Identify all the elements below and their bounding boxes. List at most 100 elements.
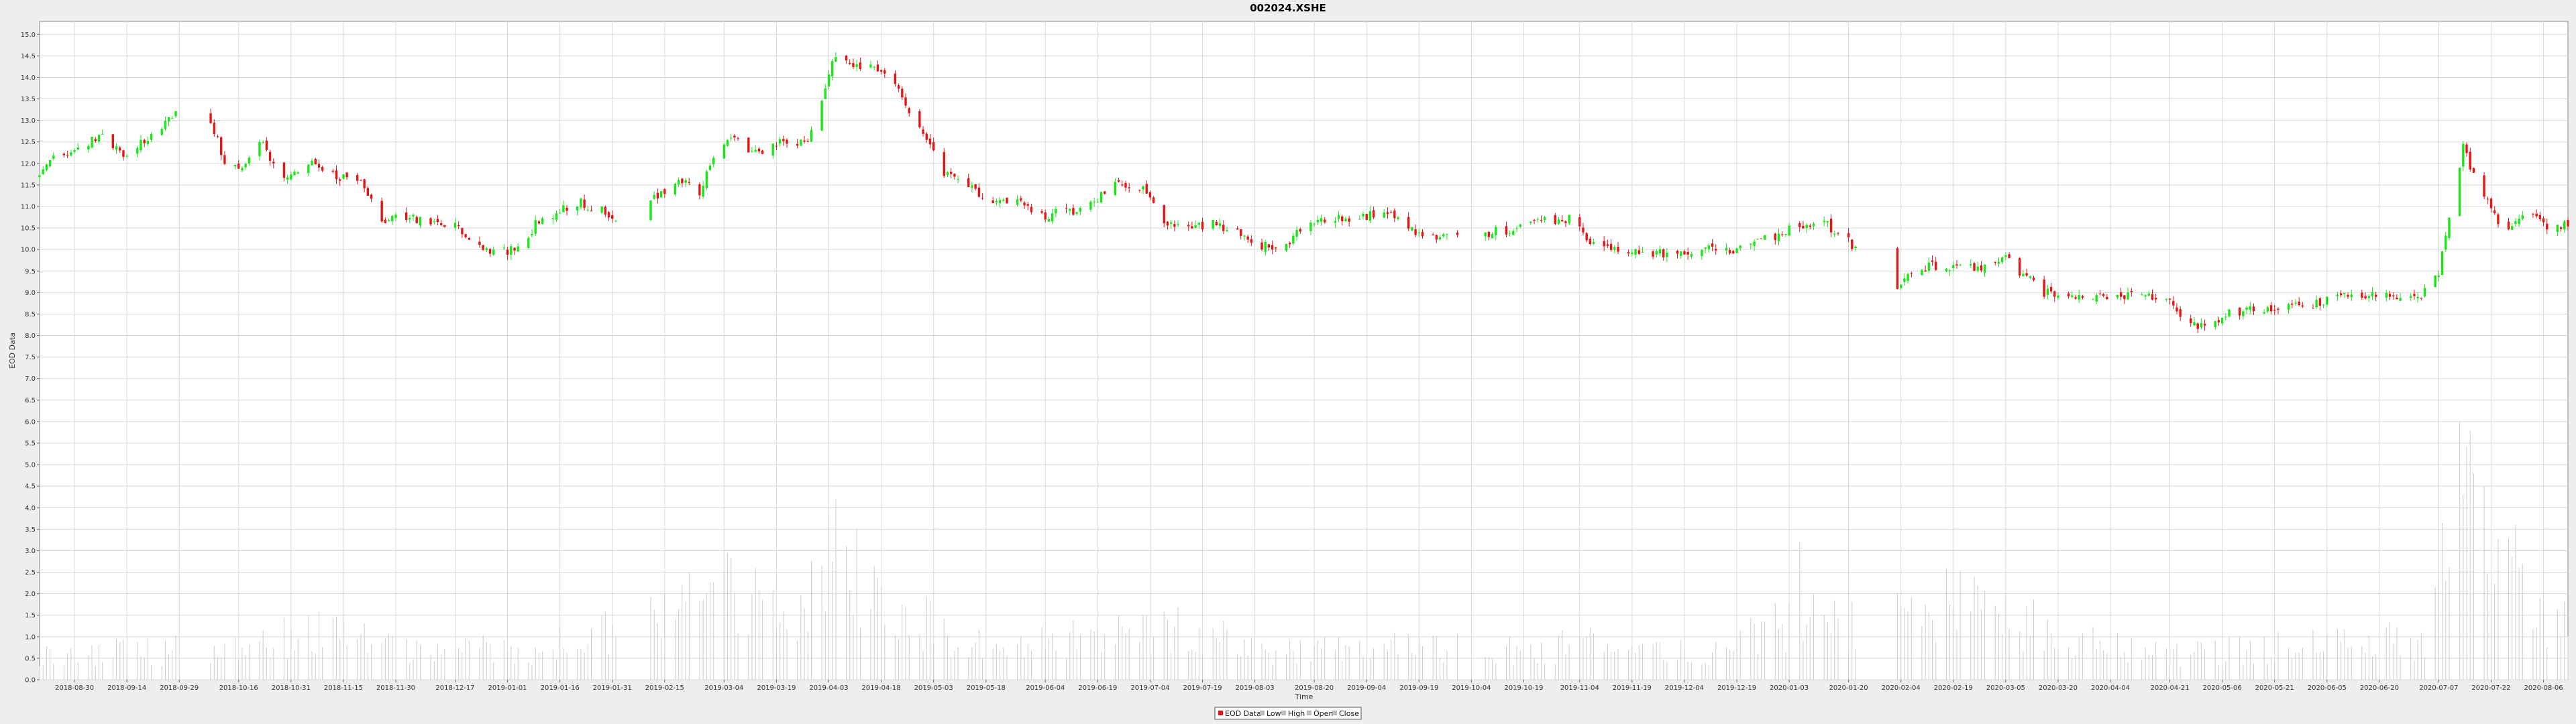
candle-body bbox=[1456, 232, 1459, 235]
candle-body bbox=[1250, 239, 1253, 243]
candle-body bbox=[1075, 212, 1078, 214]
legend-entry: Open bbox=[1313, 709, 1333, 718]
candle-body bbox=[820, 101, 823, 131]
candle-body bbox=[1603, 241, 1605, 247]
x-tick-label: 2019-11-04 bbox=[1560, 684, 1599, 692]
candle-body bbox=[1955, 264, 1958, 266]
candle-body bbox=[656, 192, 659, 199]
candle-body bbox=[2489, 198, 2493, 208]
candle-body bbox=[2144, 295, 2147, 297]
candle-body bbox=[2071, 295, 2074, 298]
candle-body bbox=[1973, 263, 1976, 271]
candle-body bbox=[757, 148, 761, 152]
candle-body bbox=[1903, 278, 1906, 282]
candle-body bbox=[2102, 294, 2105, 296]
candle-body bbox=[824, 88, 826, 99]
candle-body bbox=[97, 135, 101, 142]
candle-body bbox=[1784, 234, 1787, 235]
candle-body bbox=[1089, 201, 1092, 210]
candle-body bbox=[2214, 321, 2216, 327]
candle-body bbox=[943, 152, 945, 176]
candle-body bbox=[2367, 296, 2370, 298]
candle-body bbox=[1324, 219, 1326, 223]
candle-body bbox=[1316, 219, 1320, 223]
candle-body bbox=[1152, 197, 1155, 203]
candle-body bbox=[2217, 320, 2220, 322]
candle-body bbox=[1173, 224, 1176, 227]
candle-body bbox=[1536, 219, 1539, 221]
y-tick-label: 0.0 bbox=[25, 677, 36, 684]
grid-lines bbox=[40, 21, 2568, 680]
candle-body bbox=[2119, 292, 2123, 297]
candle-body bbox=[1142, 186, 1144, 190]
candle-body bbox=[733, 135, 736, 137]
candle-body bbox=[583, 199, 586, 208]
candle-body bbox=[394, 215, 397, 219]
candle-body bbox=[1438, 237, 1442, 240]
legend-entry: EOD Data bbox=[1225, 709, 1261, 718]
candle-body bbox=[1847, 233, 1850, 238]
candle-body bbox=[1592, 242, 1595, 244]
candle-body bbox=[1680, 251, 1682, 256]
candle-body bbox=[2238, 307, 2241, 316]
x-tick-label: 2019-06-04 bbox=[1026, 684, 1065, 692]
candle-body bbox=[2567, 220, 2569, 227]
candle-body bbox=[1557, 219, 1560, 224]
candle-body bbox=[1585, 233, 1588, 241]
legend-swatch bbox=[1218, 711, 1223, 715]
candle-body bbox=[1554, 215, 1557, 225]
candle-body bbox=[510, 246, 513, 255]
candle-body bbox=[2200, 322, 2203, 328]
candle-body bbox=[1023, 202, 1026, 206]
y-tick-label: 14.0 bbox=[21, 74, 36, 82]
candle-body bbox=[2176, 307, 2178, 312]
x-tick-label: 2019-02-15 bbox=[645, 684, 684, 692]
y-axis: 0.0 0.5 1.0 1.5 2.0 2.5 3.0 3.5 4.0 4.5 5.0 5.5 6.0 6… bbox=[21, 32, 40, 684]
candle-body bbox=[1686, 251, 1689, 255]
candle-body bbox=[1512, 231, 1515, 235]
candle-body bbox=[150, 134, 153, 140]
candle-body bbox=[1582, 227, 1585, 233]
candle-body bbox=[342, 174, 345, 179]
candle-body bbox=[688, 182, 690, 183]
x-tick-label: 2020-06-05 bbox=[2308, 684, 2347, 692]
candle-body bbox=[1638, 250, 1640, 254]
candle-body bbox=[705, 171, 708, 188]
candle-body bbox=[356, 174, 359, 181]
candle-body bbox=[894, 73, 897, 84]
x-tick-label: 2019-05-03 bbox=[914, 684, 953, 692]
candle-body bbox=[48, 160, 52, 167]
candle-body bbox=[873, 66, 875, 68]
candle-body bbox=[2245, 307, 2248, 310]
candle-body bbox=[2486, 198, 2489, 200]
candle-body bbox=[2196, 323, 2199, 329]
candle-body bbox=[2106, 297, 2108, 300]
candle-body bbox=[730, 137, 733, 139]
candle-body bbox=[429, 218, 432, 225]
candle-body bbox=[2559, 227, 2563, 229]
candle-body bbox=[953, 173, 956, 177]
y-tick-label: 8.0 bbox=[25, 333, 36, 340]
candle-body bbox=[1690, 253, 1693, 257]
x-tick-label: 2020-03-20 bbox=[2039, 684, 2078, 692]
candle-body bbox=[859, 62, 862, 70]
x-tick-label: 2019-11-19 bbox=[1613, 684, 1652, 692]
candle-body bbox=[751, 151, 753, 152]
candle-body bbox=[265, 140, 268, 150]
candle-body bbox=[1079, 208, 1082, 212]
candle-body bbox=[611, 215, 614, 219]
candle-body bbox=[2458, 168, 2461, 217]
candle-body bbox=[649, 200, 652, 221]
candle-body bbox=[1540, 220, 1543, 221]
candle-body bbox=[433, 221, 435, 223]
y-tick-label: 6.5 bbox=[25, 397, 36, 404]
candle-body bbox=[995, 200, 998, 202]
candle-body bbox=[2025, 273, 2028, 276]
candle-body bbox=[737, 137, 739, 139]
candle-body bbox=[1055, 208, 1057, 214]
legend-swatch bbox=[1260, 711, 1265, 715]
candle-body bbox=[1243, 235, 1246, 237]
candle-body bbox=[1397, 217, 1399, 219]
candle-body bbox=[2556, 225, 2559, 232]
x-tick-label: 2019-09-19 bbox=[1399, 684, 1438, 692]
